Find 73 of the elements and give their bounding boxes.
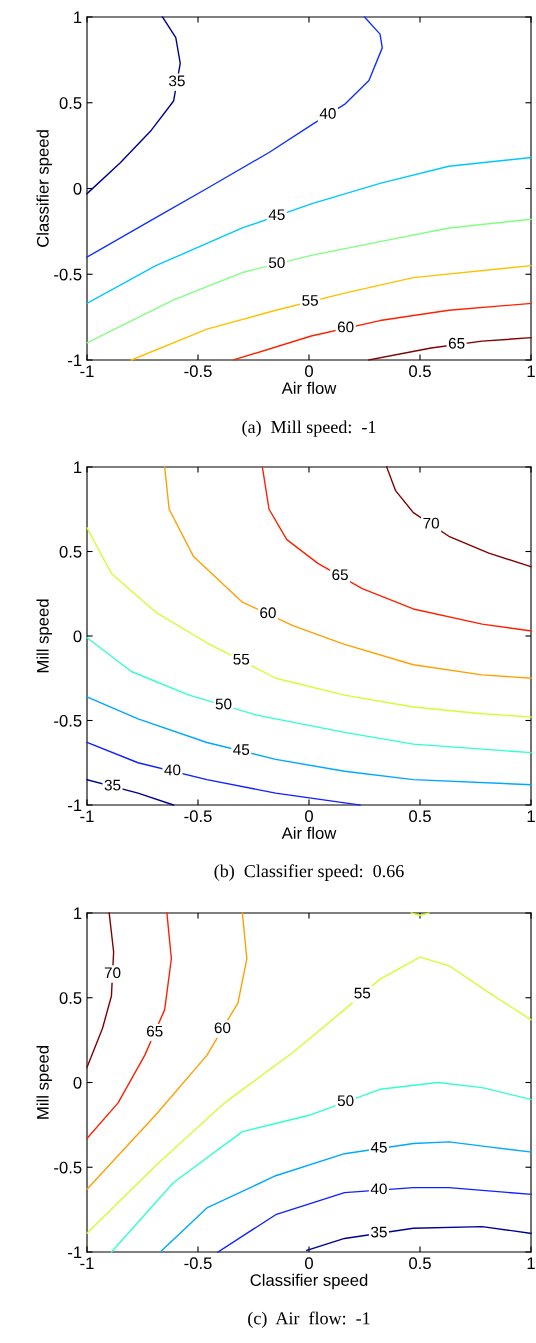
series-label: 35 bbox=[169, 75, 185, 87]
series-label: 60 bbox=[260, 607, 276, 619]
y-axis-title: Mill speed bbox=[36, 599, 53, 673]
line-series bbox=[159, 1141, 532, 1253]
y-tick-label: -1 bbox=[68, 799, 82, 812]
x-axis-title: Air flow bbox=[281, 826, 337, 840]
series-label: 50 bbox=[215, 698, 232, 710]
series-label: 65 bbox=[448, 337, 465, 349]
y-tick-label: 0 bbox=[73, 182, 82, 195]
y-tick-label: -0.5 bbox=[54, 714, 82, 727]
y-tick-label: -1 bbox=[68, 1246, 82, 1259]
y-tick-label: 0.5 bbox=[59, 545, 82, 558]
series-label: 40 bbox=[164, 764, 181, 776]
line-series bbox=[86, 912, 173, 1140]
line-series bbox=[86, 156, 532, 305]
series-label: 70 bbox=[104, 967, 121, 979]
line-series bbox=[86, 741, 361, 806]
x-axis-title: Classifier speed bbox=[250, 1273, 368, 1290]
y-tick-label: 1 bbox=[74, 11, 82, 24]
series-label: 45 bbox=[370, 1142, 387, 1153]
y-tick-label: 1 bbox=[74, 907, 82, 920]
series-label: 45 bbox=[233, 744, 250, 756]
x-tick-label: -0.5 bbox=[184, 1257, 212, 1270]
y-tick-label: -1 bbox=[68, 354, 82, 367]
y-tick-label: -0.5 bbox=[54, 268, 82, 281]
series-label: 50 bbox=[337, 1095, 354, 1107]
x-tick-label: -0.5 bbox=[184, 810, 212, 823]
series-label: 55 bbox=[302, 295, 318, 306]
line-series bbox=[86, 527, 532, 718]
line-series bbox=[261, 466, 532, 632]
series-label: 65 bbox=[332, 569, 348, 581]
text: (b) Classifier speed: 0.66 bbox=[214, 864, 404, 881]
x-tick-label: 1 bbox=[527, 365, 535, 377]
series-label: 35 bbox=[104, 779, 121, 791]
x-tick-label: 1 bbox=[527, 810, 535, 822]
series-label: 40 bbox=[370, 1183, 387, 1195]
line-series bbox=[86, 636, 532, 754]
x-tick-label: 1 bbox=[527, 1257, 535, 1269]
x-axis-title: Air flow bbox=[281, 381, 337, 395]
x-tick-label: 0.5 bbox=[409, 365, 431, 378]
y-tick-label: 0.5 bbox=[59, 97, 82, 109]
line-series bbox=[306, 1225, 532, 1251]
series-label: 55 bbox=[354, 987, 371, 999]
y-tick-label: 0.5 bbox=[59, 992, 82, 1004]
series-label: 35 bbox=[371, 1226, 387, 1238]
series-label: 60 bbox=[214, 1022, 231, 1034]
line-series bbox=[386, 466, 532, 568]
y-axis-title: Classifier speed bbox=[36, 130, 53, 247]
series-label: 70 bbox=[423, 517, 439, 529]
series-label: 45 bbox=[268, 209, 285, 221]
line-series bbox=[86, 16, 383, 258]
x-tick-label: 0 bbox=[305, 1257, 313, 1270]
series-label: 65 bbox=[146, 1025, 163, 1037]
line-series bbox=[368, 337, 532, 361]
y-tick-label: 1 bbox=[74, 461, 82, 474]
x-tick-label: 0 bbox=[305, 365, 313, 378]
x-tick-label: 0.5 bbox=[409, 810, 431, 823]
text: (c) Air flow: -1 bbox=[248, 1311, 370, 1329]
line-series bbox=[86, 912, 248, 1190]
series-label: 50 bbox=[268, 257, 285, 269]
line-series bbox=[164, 466, 532, 679]
y-tick-label: -0.5 bbox=[54, 1161, 82, 1174]
y-axis-title: Mill speed bbox=[36, 1046, 53, 1119]
y-tick-label: 0 bbox=[73, 630, 82, 643]
series-label: 60 bbox=[337, 321, 354, 333]
text: (a) Mill speed: -1 bbox=[242, 420, 376, 437]
line-series bbox=[110, 1081, 532, 1253]
series-label: 55 bbox=[233, 653, 250, 665]
x-tick-label: 0.5 bbox=[409, 1257, 431, 1270]
x-tick-label: -0.5 bbox=[184, 365, 212, 378]
y-tick-label: 0 bbox=[73, 1076, 82, 1089]
series-label: 40 bbox=[319, 108, 336, 119]
x-tick-label: 0 bbox=[305, 810, 313, 823]
